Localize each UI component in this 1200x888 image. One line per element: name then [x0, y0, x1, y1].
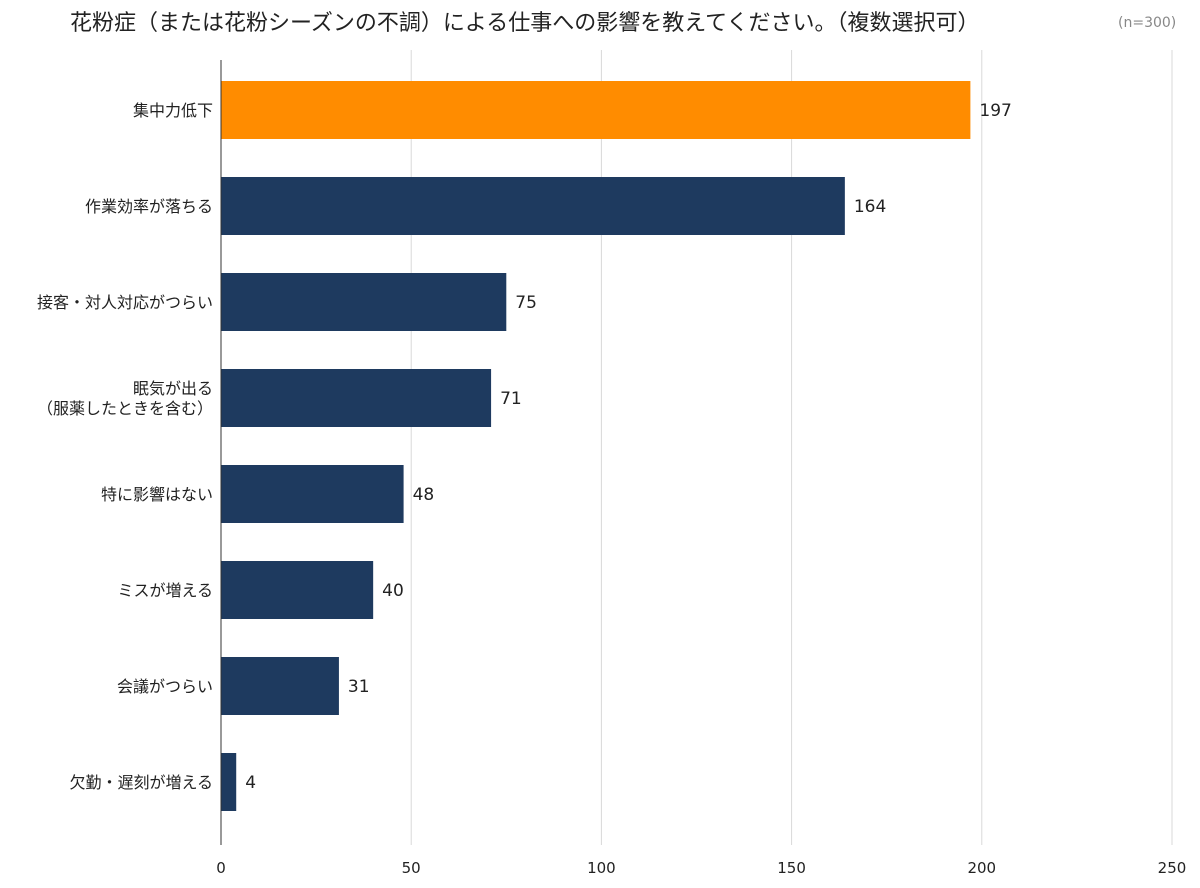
category-label: 接客・対人対応がつらい	[37, 293, 213, 312]
bar	[221, 273, 507, 331]
data-label: 71	[500, 389, 522, 409]
category-label: 会議がつらい	[117, 677, 213, 696]
data-label: 31	[348, 677, 370, 697]
bar	[221, 81, 971, 139]
x-tick-label: 150	[777, 859, 806, 877]
x-tick-label: 200	[967, 859, 996, 877]
category-label: 欠勤・遅刻が増える	[69, 773, 213, 792]
x-tick-label: 250	[1158, 859, 1187, 877]
x-tick-label: 50	[402, 859, 421, 877]
x-axis: 0 50 100 150 200 250	[216, 60, 1186, 877]
category-label: ミスが増える	[117, 581, 213, 600]
grid-layer	[410, 50, 1173, 845]
data-label: 40	[382, 581, 404, 601]
bar	[221, 177, 845, 235]
category-label: 特に影響はない	[101, 485, 213, 504]
data-label: 4	[245, 773, 256, 793]
data-label: 197	[979, 101, 1011, 121]
chart-subtitle: (n=300)	[1118, 15, 1176, 31]
category-label: 集中力低下	[133, 101, 213, 120]
chart-title: 花粉症（または花粉シーズンの不調）による仕事への影響を教えてください。（複数選択…	[70, 11, 979, 36]
bar	[221, 561, 374, 619]
bar	[221, 369, 492, 427]
labels-layer: 197 集中力低下 164 作業効率が落ちる 75 接客・対人対応がつらい 71 眠気が出る（…	[37, 101, 1012, 793]
data-label: 75	[515, 293, 537, 313]
x-tick-label: 0	[216, 859, 226, 877]
x-tick-label: 100	[587, 859, 616, 877]
bar	[221, 465, 404, 523]
bar	[221, 657, 339, 715]
data-label: 164	[854, 197, 886, 217]
category-label: 眠気が出る（服薬したときを含む）	[37, 379, 213, 418]
bar	[221, 753, 237, 811]
data-label: 48	[413, 485, 435, 505]
bars-layer	[221, 81, 971, 811]
category-label: 作業効率が落ちる	[85, 197, 213, 216]
